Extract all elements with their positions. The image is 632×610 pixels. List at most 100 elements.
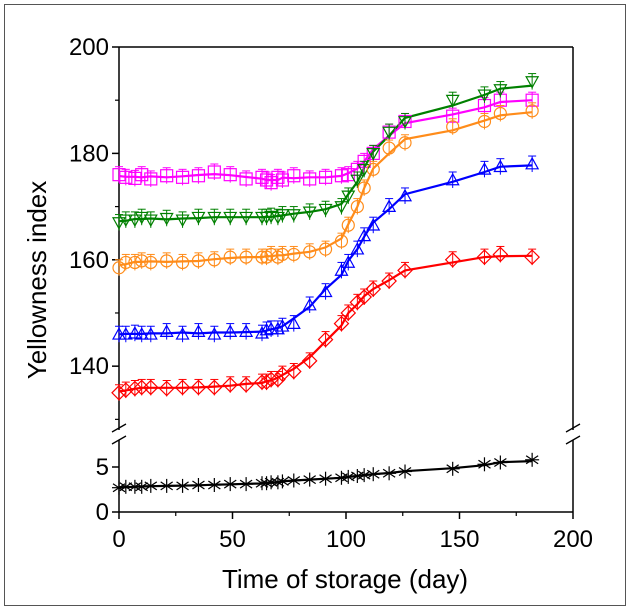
data-point: [111, 384, 127, 401]
data-point: [350, 198, 364, 215]
marker-triangle-up: [223, 324, 238, 337]
data-point: [302, 203, 317, 220]
marker-triangle-up: [382, 199, 397, 212]
marker-diamond: [356, 289, 373, 305]
data-point: [334, 261, 349, 279]
x-tick-label: 200: [553, 526, 593, 553]
data-point: [160, 252, 174, 269]
marker-triangle-down: [341, 190, 356, 204]
marker-diamond: [365, 281, 382, 297]
marker-triangle-up: [350, 241, 365, 255]
data-point: [239, 248, 253, 266]
marker-circle: [366, 162, 380, 176]
marker-triangle-down: [493, 84, 508, 97]
tick-labels: 0 50 100 150 200 140 160 180 200 0 5: [69, 34, 593, 553]
data-point: [275, 474, 290, 489]
y-tick-label: 180: [69, 140, 109, 167]
chart-frame: [4, 4, 626, 606]
data-point: [174, 378, 191, 396]
fit-line-4: [118, 254, 533, 393]
data-point: [286, 315, 301, 332]
data-point: [397, 261, 413, 279]
data-point: [317, 331, 334, 348]
data-point: [286, 473, 301, 488]
data-point: [223, 248, 237, 266]
marker-triangle-up: [477, 162, 492, 175]
data-point: [118, 211, 133, 228]
data-point: [493, 104, 507, 122]
data-point: [238, 376, 254, 393]
data-point: [445, 171, 460, 188]
data-point: [144, 170, 158, 187]
marker-diamond: [206, 379, 223, 396]
marker-diamond: [158, 380, 175, 397]
data-point: [191, 167, 206, 184]
data-point: [239, 323, 254, 340]
marker-circle: [119, 255, 133, 270]
data-point: [118, 325, 133, 343]
marker-triangle-down: [175, 214, 190, 228]
marker-circle: [160, 254, 174, 268]
marker-triangle-up: [445, 172, 460, 186]
marker-triangle-up: [207, 327, 222, 340]
data-point: [303, 243, 317, 260]
y-tick-label-lower: 5: [96, 454, 109, 481]
marker-square: [135, 168, 149, 182]
marker-square: [160, 169, 174, 183]
data-point: [477, 160, 492, 178]
marker-triangle-down: [191, 211, 206, 225]
marker-square: [334, 169, 349, 183]
marker-triangle-down: [275, 209, 290, 222]
data-point: [366, 467, 381, 482]
data-point: [382, 466, 397, 481]
data-point: [334, 232, 349, 250]
marker-circle: [318, 242, 333, 256]
data-point: [223, 323, 238, 340]
marker-square: [144, 172, 158, 186]
marker-circle: [239, 250, 253, 264]
marker-diamond: [333, 315, 350, 332]
marker-triangle-up: [366, 217, 381, 231]
data-point: [334, 167, 349, 184]
data-point: [301, 352, 318, 369]
data-point: [112, 259, 126, 276]
data-point: [127, 324, 142, 342]
marker-triangle-up: [239, 324, 254, 337]
fit-line-0: [118, 99, 533, 182]
marker-square: [207, 165, 221, 179]
data-point: [366, 160, 380, 178]
x-tick-label: 50: [219, 526, 246, 553]
marker-circle: [287, 247, 301, 262]
marker-triangle-down: [143, 214, 158, 228]
marker-square: [259, 173, 274, 187]
data-point: [340, 304, 357, 321]
break-mark-left-1: [111, 423, 127, 433]
y-tick-label: 140: [69, 353, 109, 380]
marker-circle: [303, 245, 317, 259]
marker-circle: [357, 181, 371, 195]
data-point: [134, 479, 149, 494]
data-point: [264, 174, 278, 191]
data-point: [365, 280, 382, 298]
data-point: [128, 253, 142, 271]
data-point: [239, 208, 254, 226]
data-point: [286, 206, 301, 223]
marker-square: [275, 173, 290, 187]
marker-triangle-up: [127, 325, 142, 339]
data-point: [398, 112, 413, 130]
data-point: [191, 208, 206, 226]
data-point: [239, 477, 254, 492]
data-point: [350, 171, 365, 188]
data-point: [444, 251, 461, 268]
data-point: [524, 248, 540, 266]
data-point: [119, 253, 133, 271]
data-point: [382, 123, 397, 141]
marker-diamond: [492, 246, 509, 263]
marker-circle: [207, 253, 221, 267]
marker-diamond: [285, 363, 302, 380]
data-point: [525, 452, 540, 467]
data-point: [357, 227, 372, 244]
data-point: [357, 468, 372, 483]
marker-triangle-down: [302, 206, 317, 220]
